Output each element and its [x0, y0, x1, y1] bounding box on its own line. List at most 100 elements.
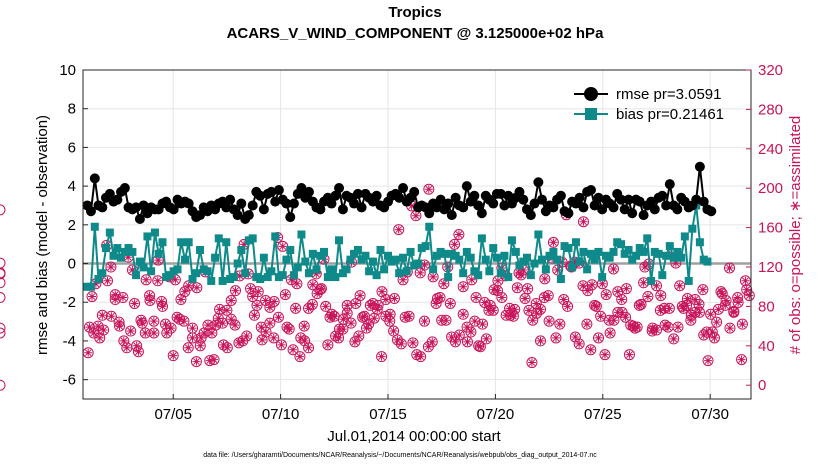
bias-point	[459, 269, 468, 278]
rmse-point	[469, 190, 480, 201]
bias-point	[624, 245, 633, 254]
bias-point	[504, 273, 513, 282]
obs-count-point	[140, 274, 152, 286]
obs-count-point	[586, 279, 598, 291]
obs-assimilated-star	[153, 276, 162, 285]
obs-assimilated-star	[394, 225, 403, 234]
bias-point	[632, 251, 641, 260]
obs-assimilated-star	[184, 343, 193, 352]
rmse-point	[691, 194, 702, 205]
rmse-point	[394, 192, 405, 203]
rmse-point	[266, 186, 277, 197]
obs-count-point	[487, 304, 499, 316]
obs-possible-circle	[423, 183, 435, 195]
obs-possible-circle	[635, 298, 647, 310]
bias-point	[304, 269, 313, 278]
bias-point	[361, 251, 370, 260]
obs-assimilated-star	[437, 316, 446, 325]
bias-point	[256, 275, 265, 284]
obs-assimilated-star	[725, 263, 734, 272]
obs-count-point	[403, 310, 415, 322]
bias-point	[105, 228, 114, 237]
obs-count-point	[474, 341, 486, 353]
obs-assimilated-star	[493, 276, 502, 285]
obs-count-point	[504, 309, 516, 321]
obs-count-point	[248, 309, 260, 321]
obs-assimilated-star	[171, 275, 180, 284]
obs-count-point	[260, 294, 272, 306]
obs-count-point	[522, 283, 534, 295]
bias-point	[109, 251, 118, 260]
obs-assimilated-star	[721, 301, 730, 310]
obs-assimilated-star	[454, 230, 463, 239]
obs-assimilated-star	[652, 326, 661, 335]
obs-count-point	[341, 299, 353, 311]
rmse-point	[537, 194, 548, 205]
obs-count-point	[635, 298, 647, 310]
obs-assimilated-star	[602, 290, 611, 299]
obs-assimilated-star	[300, 322, 309, 331]
obs-assimilated-star	[405, 312, 414, 321]
obs-assimilated-star	[738, 320, 747, 329]
obs-assimilated-star	[490, 285, 499, 294]
rmse-point	[593, 192, 604, 203]
obs-count-point	[600, 289, 612, 301]
obs-possible-circle	[178, 315, 190, 327]
rmse-point	[698, 196, 709, 207]
bias-point	[181, 255, 190, 264]
obs-assimilated-star	[231, 286, 240, 295]
obs-count-point	[114, 320, 126, 332]
obs-assimilated-star	[377, 352, 386, 361]
obs-count-point	[96, 309, 108, 321]
obs-possible-circle	[547, 236, 559, 248]
obs-assimilated-star	[463, 337, 472, 346]
obs-possible-circle	[345, 317, 357, 329]
obs-assimilated-star	[590, 301, 599, 310]
bias-point	[703, 257, 712, 266]
bias-point	[466, 253, 475, 262]
bias-point	[481, 255, 490, 264]
obs-assimilated-star	[741, 276, 750, 285]
y-axis-label-right: # of obs: o=possible; ∗=assimilated	[787, 116, 804, 355]
obs-assimilated-star	[248, 292, 257, 301]
obs-assimilated-star	[408, 338, 417, 347]
obs-assimilated-star	[161, 320, 170, 329]
bias-point	[301, 257, 310, 266]
obs-possible-circle	[298, 320, 310, 332]
obs-count-point	[272, 311, 284, 323]
obs-possible-circle	[440, 314, 452, 326]
bias-point	[346, 255, 355, 264]
obs-possible-circle	[272, 311, 284, 323]
obs-assimilated-star	[447, 332, 456, 341]
obs-assimilated-star	[545, 317, 554, 326]
obs-count-point	[438, 278, 450, 290]
obs-assimilated-star	[214, 314, 223, 323]
obs-assimilated-star	[277, 340, 286, 349]
obs-count-point	[82, 347, 94, 359]
obs-possible-circle	[642, 291, 654, 303]
obs-count-point	[470, 292, 482, 304]
rmse-point	[435, 194, 446, 205]
obs-possible-circle	[473, 340, 485, 352]
rmse-point	[706, 206, 717, 217]
rmse-point	[281, 198, 292, 209]
obs-assimilated-star	[523, 284, 532, 293]
obs-possible-circle	[689, 294, 701, 306]
obs-assimilated-star	[308, 300, 317, 309]
obs-count-point	[315, 283, 327, 295]
obs-assimilated-star	[540, 274, 549, 283]
obs-assimilated-star	[506, 311, 515, 320]
bias-point	[203, 267, 212, 276]
obs-possible-circle	[449, 238, 461, 250]
obs-possible-circle	[736, 354, 748, 366]
obs-possible-circle	[623, 349, 635, 361]
bias-point	[583, 265, 592, 274]
obs-count-point	[105, 310, 117, 322]
obs-count-point	[268, 295, 280, 307]
obs-assimilated-star	[234, 338, 243, 347]
rmse-point	[661, 200, 672, 211]
rmse-point	[195, 210, 206, 221]
obs-assimilated-star	[167, 324, 176, 333]
rmse-point	[326, 198, 337, 209]
obs-count-point	[590, 300, 602, 312]
